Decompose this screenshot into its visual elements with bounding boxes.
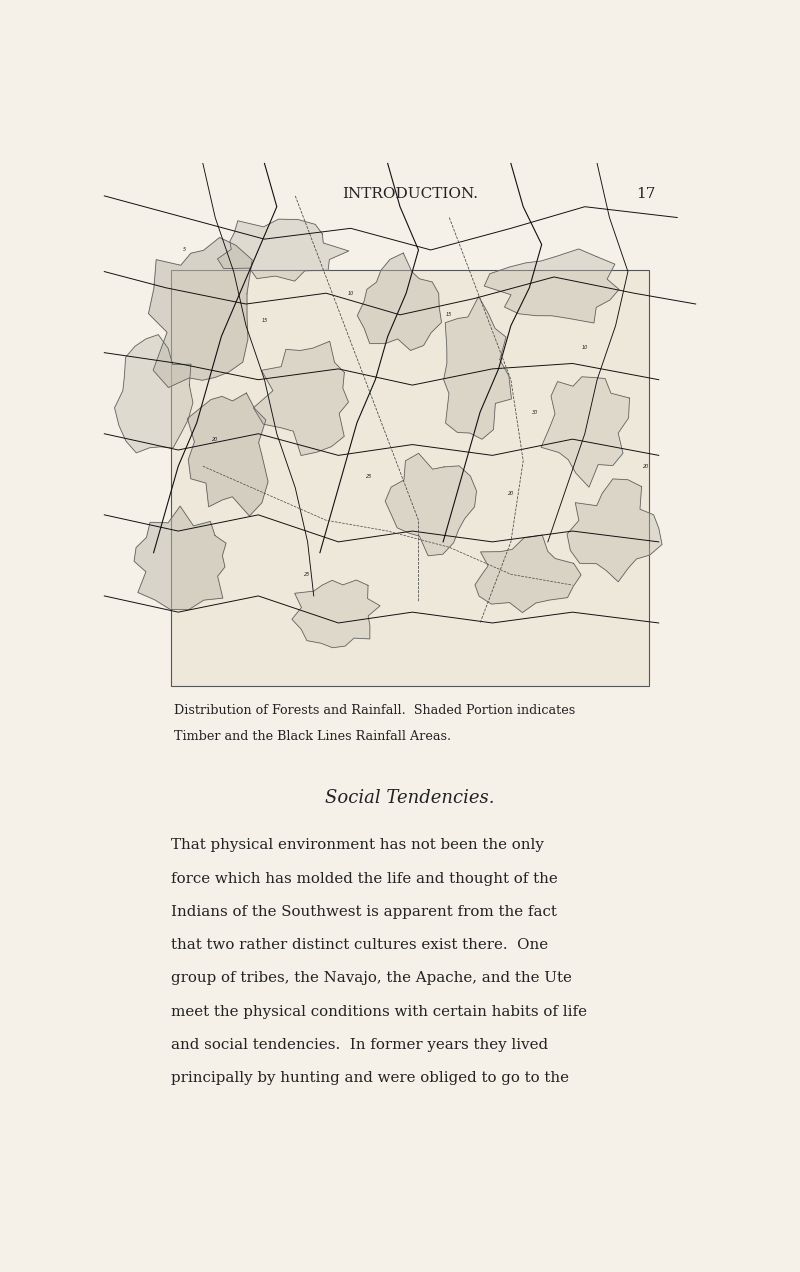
Polygon shape <box>358 253 442 351</box>
Text: 17: 17 <box>636 187 655 201</box>
Text: 20: 20 <box>212 436 218 441</box>
Polygon shape <box>385 453 477 556</box>
Text: meet the physical conditions with certain habits of life: meet the physical conditions with certai… <box>171 1005 587 1019</box>
Text: 15: 15 <box>446 313 453 317</box>
Polygon shape <box>292 580 380 647</box>
Polygon shape <box>444 296 511 439</box>
Text: 20: 20 <box>508 491 514 496</box>
Text: force which has molded the life and thought of the: force which has molded the life and thou… <box>171 871 558 885</box>
Text: group of tribes, the Navajo, the Apache, and the Ute: group of tribes, the Navajo, the Apache,… <box>171 972 572 986</box>
Text: principally by hunting and were obliged to go to the: principally by hunting and were obliged … <box>171 1071 570 1085</box>
Polygon shape <box>187 393 268 516</box>
Text: and social tendencies.  In former years they lived: and social tendencies. In former years t… <box>171 1038 549 1052</box>
Text: 5: 5 <box>183 248 186 252</box>
Text: Timber and the Black Lines Rainfall Areas.: Timber and the Black Lines Rainfall Area… <box>174 730 451 743</box>
Text: Social Tendencies.: Social Tendencies. <box>326 789 494 808</box>
Polygon shape <box>475 536 581 613</box>
Polygon shape <box>567 480 662 581</box>
Polygon shape <box>218 219 349 281</box>
Polygon shape <box>484 249 619 323</box>
Text: 25: 25 <box>366 474 372 480</box>
Text: 25: 25 <box>305 572 310 576</box>
Polygon shape <box>149 238 252 388</box>
Bar <box>171 270 649 687</box>
Text: 30: 30 <box>532 410 538 415</box>
Polygon shape <box>114 335 193 453</box>
Text: 10: 10 <box>582 345 588 350</box>
Text: Distribution of Forests and Rainfall.  Shaded Portion indicates: Distribution of Forests and Rainfall. Sh… <box>174 705 576 717</box>
Text: 15: 15 <box>262 318 268 323</box>
Polygon shape <box>134 506 226 609</box>
Text: Indians of the Southwest is apparent from the fact: Indians of the Southwest is apparent fro… <box>171 904 557 918</box>
Text: That physical environment has not been the only: That physical environment has not been t… <box>171 838 544 852</box>
Text: 10: 10 <box>347 291 354 295</box>
Polygon shape <box>541 377 630 487</box>
Text: INTRODUCTION.: INTRODUCTION. <box>342 187 478 201</box>
Text: that two rather distinct cultures exist there.  One: that two rather distinct cultures exist … <box>171 939 549 953</box>
Text: 20: 20 <box>643 464 650 468</box>
Polygon shape <box>254 341 349 455</box>
